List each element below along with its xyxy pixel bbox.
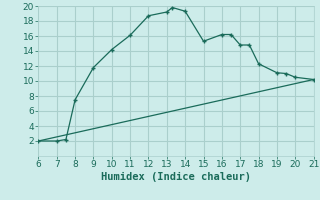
X-axis label: Humidex (Indice chaleur): Humidex (Indice chaleur) [101, 172, 251, 182]
